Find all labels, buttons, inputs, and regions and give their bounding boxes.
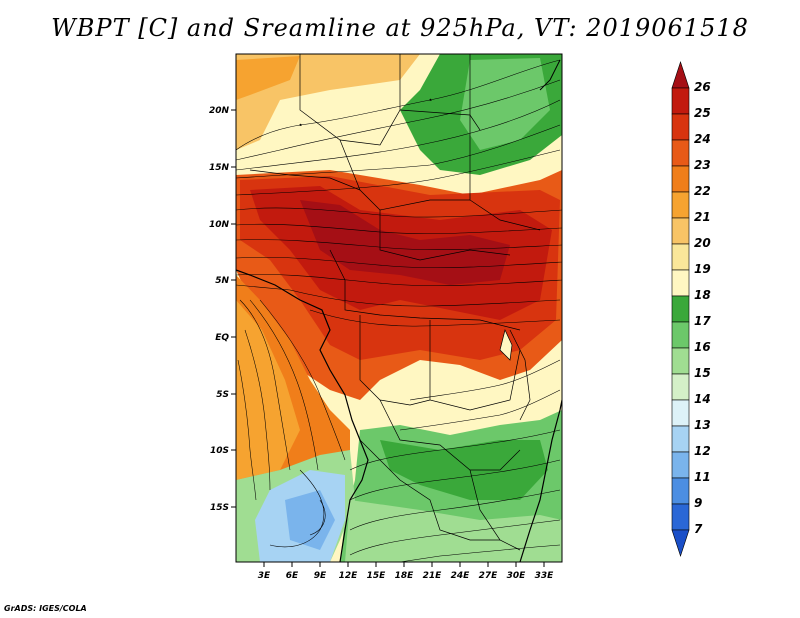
colorbar-segment bbox=[671, 425, 690, 453]
lon-axis: 3E 6E 9E 12E 15E 18E 21E 24E 27E 30E 33E bbox=[258, 562, 554, 581]
south-darkgreen-shade bbox=[380, 440, 548, 500]
colorbar-label: 19 bbox=[694, 262, 711, 276]
map-frame bbox=[235, 53, 563, 563]
colorbar-label: 16 bbox=[694, 340, 711, 354]
lightgreen-northeast-shade bbox=[460, 58, 550, 150]
lon-tick-label: 30E bbox=[507, 571, 527, 581]
colorbar-label: 18 bbox=[694, 288, 711, 302]
grads-credit: GrADS: IGES/COLA bbox=[4, 604, 87, 613]
chart-title: WBPT [C] and Sreamline at 925hPa, VT: 20… bbox=[51, 14, 749, 42]
lat-tick-label: 15N bbox=[209, 163, 230, 173]
lat-tick-label: 15S bbox=[210, 503, 229, 513]
colorbar-segment bbox=[671, 295, 690, 323]
east-coastline bbox=[519, 399, 562, 562]
colorbar-labels: 26 25 24 23 22 21 20 19 18 17 16 15 14 1… bbox=[694, 80, 711, 536]
colorbar-label: 23 bbox=[694, 158, 711, 172]
lat-tick-label: 20N bbox=[209, 106, 230, 116]
colorbar-label: 25 bbox=[694, 106, 711, 120]
lon-tick-label: 6E bbox=[286, 571, 299, 581]
colorbar-segment bbox=[671, 87, 690, 115]
west-coastline bbox=[236, 269, 369, 562]
lat-tick-label: 10N bbox=[209, 220, 230, 230]
lon-tick-label: 24E bbox=[451, 571, 471, 581]
lat-tick-label: EQ bbox=[215, 333, 229, 343]
colorbar-label: 7 bbox=[694, 522, 703, 536]
colorbar-label: 15 bbox=[694, 366, 711, 380]
colorbar-segment bbox=[671, 191, 690, 219]
colorbar-segment bbox=[671, 373, 690, 401]
colorbar-segment bbox=[671, 165, 690, 193]
colorbar-segments bbox=[671, 61, 690, 557]
colorbar-segment bbox=[671, 139, 690, 167]
colorbar-segment bbox=[671, 347, 690, 375]
colorbar: 26 25 24 23 22 21 20 19 18 17 16 15 14 1… bbox=[671, 61, 711, 557]
colorbar-label: 17 bbox=[694, 314, 711, 328]
colorbar-segment bbox=[671, 451, 690, 479]
colorbar-label: 13 bbox=[694, 418, 711, 432]
colorbar-segment bbox=[671, 321, 690, 349]
colorbar-label: 12 bbox=[694, 444, 711, 458]
colorbar-label: 14 bbox=[694, 392, 711, 406]
colorbar-label: 21 bbox=[694, 210, 711, 224]
lat-tick-label: 5S bbox=[216, 390, 229, 400]
lon-tick-label: 15E bbox=[367, 571, 387, 581]
colorbar-segment bbox=[671, 529, 690, 557]
lon-tick-label: 3E bbox=[258, 571, 271, 581]
lat-tick-label: 10S bbox=[210, 446, 229, 456]
colorbar-segment bbox=[671, 503, 690, 531]
lon-tick-label: 27E bbox=[479, 571, 499, 581]
lat-tick-label: 5N bbox=[215, 276, 229, 286]
lon-tick-label: 33E bbox=[535, 571, 555, 581]
colorbar-label: 26 bbox=[694, 80, 711, 94]
colorbar-label: 11 bbox=[694, 470, 711, 484]
lon-tick-label: 21E bbox=[423, 571, 443, 581]
map-panel bbox=[236, 54, 562, 562]
colorbar-segment bbox=[671, 113, 690, 141]
colorbar-segment bbox=[671, 477, 690, 505]
colorbar-segment bbox=[671, 243, 690, 271]
lake-victoria bbox=[499, 328, 513, 361]
lat-axis: 20N 15N 10N 5N EQ 5S 10S 15S bbox=[209, 106, 236, 513]
orange-northwest-shade bbox=[236, 56, 300, 100]
colorbar-label: 20 bbox=[694, 236, 711, 250]
lon-tick-label: 18E bbox=[395, 571, 415, 581]
lon-tick-label: 12E bbox=[339, 571, 359, 581]
redsea-coast bbox=[539, 59, 561, 91]
south-lightgreen-shade bbox=[345, 500, 562, 562]
colorbar-label: 22 bbox=[694, 184, 711, 198]
colorbar-segment bbox=[671, 217, 690, 245]
colorbar-label: 24 bbox=[694, 132, 711, 146]
streamlines bbox=[236, 59, 562, 562]
colorbar-segment bbox=[671, 61, 690, 89]
colorbar-segment bbox=[671, 399, 690, 427]
colorbar-label: 9 bbox=[694, 496, 702, 510]
colorbar-segment bbox=[671, 269, 690, 297]
core-shade bbox=[300, 200, 510, 285]
lon-tick-label: 9E bbox=[314, 571, 327, 581]
